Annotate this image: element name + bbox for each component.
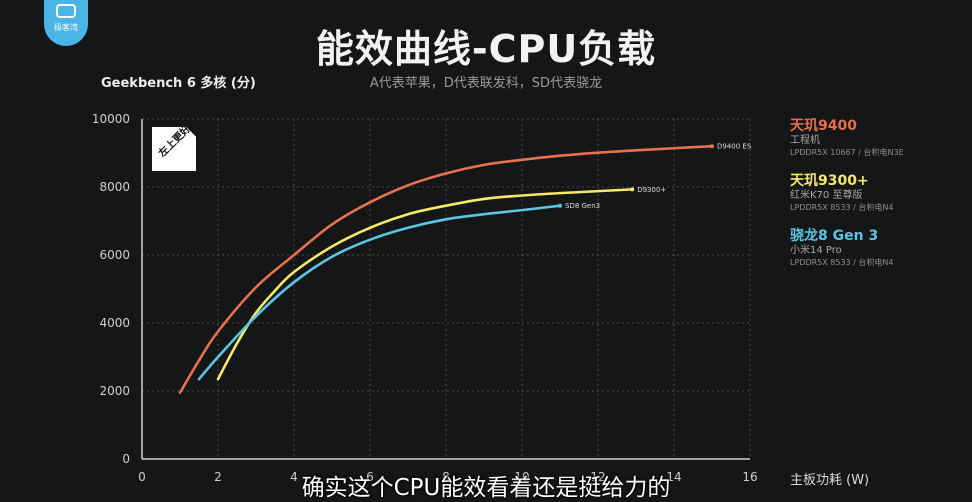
y-tick-label: 0 (122, 452, 130, 466)
legend-item: 天玑9400 工程机 LPDDR5X 10667 / 台积电N3E (790, 118, 970, 159)
legend-series-name: 天玑9300+ (790, 173, 869, 189)
x-axis-label: 主板功耗 (W) (790, 473, 870, 488)
legend-memory: LPDDR5X 8533 / 台积电N4 (790, 258, 894, 267)
y-tick-label: 10000 (92, 112, 130, 126)
x-tick-label: 0 (138, 470, 146, 484)
x-tick-label: 4 (290, 470, 298, 484)
series-line-1 (216, 188, 634, 381)
legend: 天玑9400 工程机 LPDDR5X 10667 / 台积电N3E 天玑9300+ 红米… (790, 118, 970, 283)
y-tick-label: 2000 (99, 384, 130, 398)
x-tick-label: 16 (742, 470, 757, 484)
series-end-label: D9300+ (637, 186, 666, 194)
x-tick-label: 6 (366, 470, 374, 484)
y-tick-label: 4000 (99, 316, 130, 330)
legend-series-name: 天玑9400 (790, 118, 857, 134)
series-end-point-0 (710, 144, 714, 149)
x-tick-label: 14 (666, 470, 681, 484)
legend-item: 天玑9300+ 红米K70 至尊版 LPDDR5X 8533 / 台积电N4 (790, 173, 970, 214)
series-end-label: SD8 Gen3 (565, 202, 600, 210)
series-end-point-1 (630, 187, 635, 192)
legend-memory: LPDDR5X 10667 / 台积电N3E (790, 148, 904, 157)
chart-title: 能效曲线-CPU负载 (315, 27, 657, 71)
y-tick-label: 8000 (99, 180, 130, 194)
series-line-0 (178, 144, 714, 394)
legend-device: 工程机 (790, 135, 820, 146)
series-end-point-2 (558, 203, 562, 208)
x-tick-label: 12 (590, 470, 605, 484)
channel-logo-text: 极客湾 (54, 23, 78, 32)
video-subtitle-caption: 确实这个CPU能效看着还是挺给力的 (301, 475, 671, 501)
y-axis-label: Geekbench 6 多核 (分) (101, 76, 256, 91)
x-tick-label: 2 (214, 470, 222, 484)
chart-subtitle: A代表苹果，D代表联发科，SD代表骁龙 (369, 76, 603, 91)
top-left-better-badge: 左上更好 (152, 127, 196, 171)
legend-series-name: 骁龙8 Gen 3 (790, 228, 879, 244)
y-tick-label: 6000 (99, 248, 130, 262)
series-line-2 (197, 204, 562, 381)
series-end-label: D9400 ES (717, 143, 752, 151)
x-tick-label: 8 (442, 470, 450, 484)
channel-logo: 极客湾 (44, 0, 88, 46)
badge-text: 左上更好 (156, 123, 194, 160)
channel-logo-icon (56, 4, 76, 18)
legend-item: 骁龙8 Gen 3 小米14 Pro LPDDR5X 8533 / 台积电N4 (790, 228, 970, 269)
x-tick-label: 10 (514, 470, 529, 484)
legend-memory: LPDDR5X 8533 / 台积电N4 (790, 203, 894, 212)
legend-device: 小米14 Pro (790, 245, 842, 256)
legend-device: 红米K70 至尊版 (790, 190, 863, 201)
